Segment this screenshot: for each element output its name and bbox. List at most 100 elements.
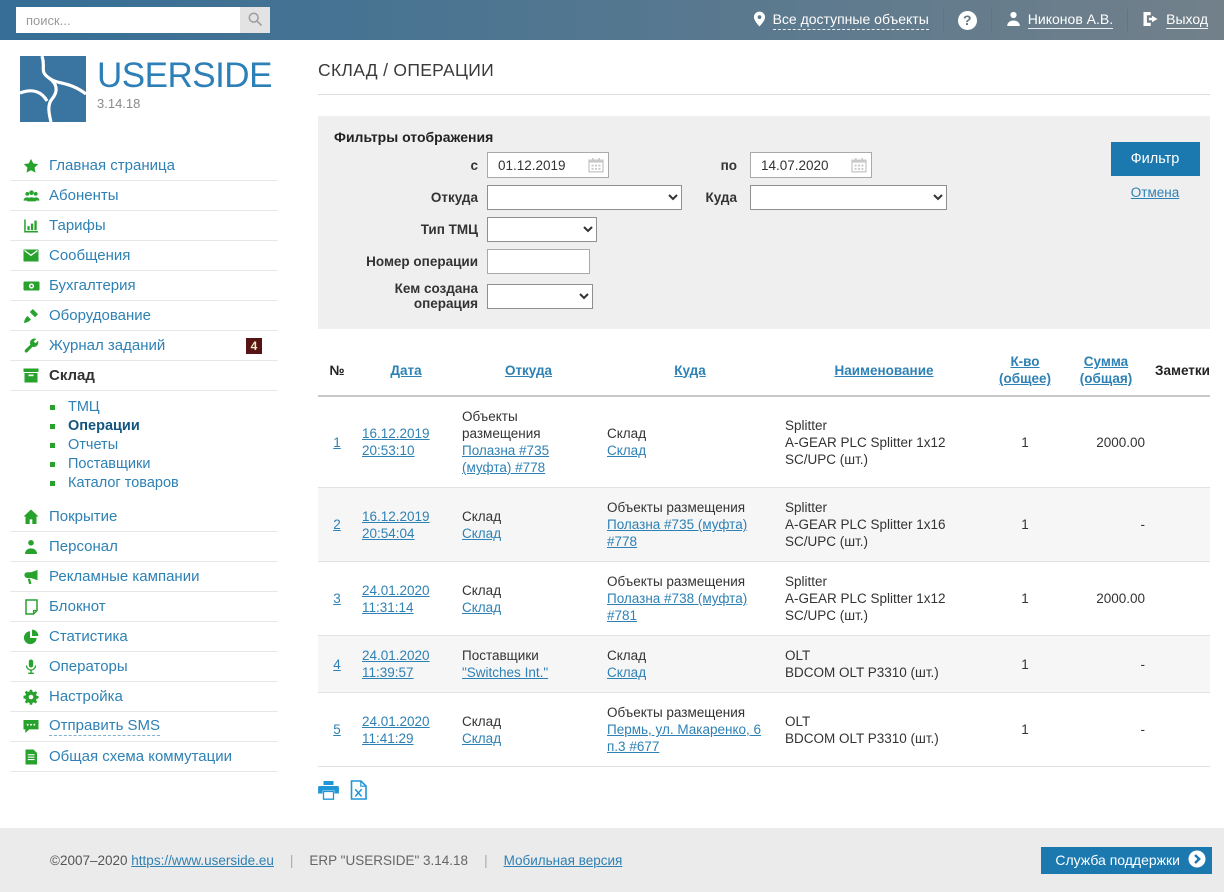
operation-number-link[interactable]: 1: [333, 434, 341, 450]
cell-to: Объекты размещения Полазна #735 (муфта) #…: [601, 487, 779, 562]
to-object-link[interactable]: Склад: [607, 443, 647, 458]
user-menu-link[interactable]: Никонов А.В.: [1006, 11, 1114, 30]
sidebar-item-tmc[interactable]: ТМЦ: [50, 398, 278, 417]
to-type-label: Склад: [607, 648, 647, 663]
filter-to-select[interactable]: [750, 185, 947, 210]
sidebar-item-equipment[interactable]: Оборудование: [10, 301, 278, 331]
excel-export-button[interactable]: [350, 780, 367, 803]
sort-from-link[interactable]: Откуда: [504, 362, 553, 378]
cell-name: OLT BDCOM OLT P3310 (шт.): [779, 635, 989, 693]
sidebar-item-messages[interactable]: Сообщения: [10, 241, 278, 271]
sidebar-item-ad-campaigns[interactable]: Рекламные кампании: [10, 562, 278, 592]
operations-table: № Дата Откуда Куда Наименование К-во (общ…: [318, 343, 1210, 767]
operation-date-link[interactable]: 16.12.2019 20:54:04: [362, 508, 430, 541]
operation-number-link[interactable]: 3: [333, 591, 341, 606]
cell-from: Склад Склад: [456, 487, 601, 562]
sort-date-link[interactable]: Дата: [390, 362, 422, 378]
from-object-link[interactable]: "Switches Int.": [462, 665, 549, 680]
mobile-version-link[interactable]: Мобильная версия: [503, 852, 623, 868]
sidebar-item-operations[interactable]: Операции: [50, 417, 278, 436]
cell-date: 16.12.2019 20:54:04: [356, 487, 456, 562]
sidebar-item-settings[interactable]: Настройка: [10, 682, 278, 712]
sidebar-item-subscribers[interactable]: Абоненты: [10, 181, 278, 211]
logout-link[interactable]: Выход: [1142, 11, 1208, 30]
all-objects-link[interactable]: Все доступные объекты: [753, 11, 929, 30]
footer: ©2007–2020 https://www.userside.eu | ERP…: [0, 828, 1224, 892]
sidebar-item-staff[interactable]: Персонал: [10, 532, 278, 562]
sort-to-link[interactable]: Куда: [674, 362, 706, 378]
help-button[interactable]: ?: [957, 10, 977, 30]
excel-icon: [350, 780, 367, 803]
submenu-item-label: Отчеты: [68, 437, 119, 453]
from-object-link[interactable]: Полазна #735 (муфта) #778: [462, 443, 550, 475]
operation-date-link[interactable]: 24.01.2020 11:41:29: [362, 713, 430, 746]
from-object-link[interactable]: Склад: [462, 730, 502, 746]
sidebar-item-suppliers[interactable]: Поставщики: [50, 455, 278, 474]
filter-creator-select[interactable]: [487, 283, 593, 309]
sidebar-item-operators[interactable]: Операторы: [10, 652, 278, 682]
operation-number-link[interactable]: 5: [333, 722, 341, 737]
sidebar-item-task-journal[interactable]: Журнал заданий 4: [10, 331, 278, 361]
col-header-to: Куда: [601, 343, 779, 397]
filter-tmc-type-select[interactable]: [487, 217, 597, 242]
to-object-link[interactable]: Полазна #735 (муфта) #778: [607, 517, 748, 549]
filter-from-select[interactable]: [487, 185, 682, 210]
cell-num: 4: [318, 635, 356, 693]
date-to-input[interactable]: [750, 152, 872, 178]
operation-date-link[interactable]: 16.12.2019 20:53:10: [362, 426, 430, 458]
sidebar-item-tariffs[interactable]: Тарифы: [10, 211, 278, 241]
filter-submit-button[interactable]: Фильтр: [1110, 142, 1200, 176]
from-type-label: Склад: [462, 508, 502, 524]
operation-number-input[interactable]: [487, 249, 590, 274]
logo[interactable]: USERSIDE 3.14.18: [0, 40, 288, 127]
site-link[interactable]: https://www.userside.eu: [131, 852, 274, 868]
all-objects-label: Все доступные объекты: [772, 11, 929, 30]
from-object-link[interactable]: Склад: [462, 525, 502, 541]
print-button[interactable]: [318, 780, 339, 803]
arrow-right-circle-icon: [1188, 850, 1206, 871]
search-input[interactable]: [16, 7, 240, 33]
user-name: Никонов А.В.: [1027, 11, 1114, 29]
main-content: СКЛАД / ОПЕРАЦИИ Фильтры отображения с п…: [318, 40, 1210, 803]
sidebar-item-catalog[interactable]: Каталог товаров: [50, 474, 278, 493]
from-object-link[interactable]: Склад: [462, 599, 502, 615]
sidebar-item-coverage[interactable]: Покрытие: [10, 502, 278, 532]
sidebar-item-reports[interactable]: Отчеты: [50, 436, 278, 455]
col-header-date: Дата: [356, 343, 456, 397]
date-from-input[interactable]: [487, 152, 609, 178]
sidebar-item-label: Журнал заданий: [49, 337, 166, 354]
sidebar-item-send-sms[interactable]: Отправить SMS: [10, 712, 278, 742]
filters-title: Фильтры отображения: [334, 129, 494, 145]
sort-sum-link[interactable]: Сумма (общая): [1079, 354, 1133, 386]
sidebar-item-main[interactable]: Главная страница: [10, 151, 278, 181]
to-object-link[interactable]: Полазна #738 (муфта) #781: [607, 591, 748, 623]
cell-num: 1: [318, 396, 356, 488]
sidebar-item-warehouse[interactable]: Склад: [10, 361, 278, 391]
sidebar-item-statistics[interactable]: Статистика: [10, 622, 278, 652]
cell-sum: 2000.00: [1061, 396, 1151, 488]
filters-panel: Фильтры отображения с по Откуда Куда Тип…: [318, 116, 1210, 329]
filter-cancel-link[interactable]: Отмена: [1130, 185, 1180, 200]
cell-to: Объекты размещения Пермь, ул. Макаренко, …: [601, 692, 779, 767]
sidebar-item-notebook[interactable]: Блокнот: [10, 592, 278, 622]
sort-qty-link[interactable]: К-во (общее): [999, 354, 1051, 386]
to-object-link[interactable]: Склад: [607, 665, 647, 680]
cell-notes: [1151, 396, 1210, 488]
export-toolbar: [318, 780, 1210, 803]
operation-date-link[interactable]: 24.01.2020 11:39:57: [362, 648, 430, 680]
warehouse-submenu: ТМЦ Операции Отчеты Поставщики Каталог т…: [10, 391, 278, 502]
operation-number-link[interactable]: 2: [333, 517, 341, 532]
operation-date-link[interactable]: 24.01.2020 11:31:14: [362, 582, 430, 615]
support-button[interactable]: Служба поддержки: [1041, 846, 1212, 874]
sidebar-item-accounting[interactable]: Бухгалтерия: [10, 271, 278, 301]
filter-row-dates: с по: [334, 152, 1194, 178]
sidebar-item-label: Бухгалтерия: [49, 277, 136, 294]
operation-number-link[interactable]: 4: [333, 656, 341, 672]
sort-name-link[interactable]: Наименование: [834, 362, 934, 378]
sidebar-item-switching-scheme[interactable]: Общая схема коммутации: [10, 742, 278, 772]
table-row: 3 24.01.2020 11:31:14 Склад Склад Объекты …: [318, 561, 1210, 636]
cell-to: Объекты размещения Полазна #738 (муфта) #…: [601, 561, 779, 636]
search-button[interactable]: [240, 7, 270, 33]
logout-icon: [1142, 11, 1159, 30]
to-object-link[interactable]: Пермь, ул. Макаренко, 6 п.3 #677: [607, 722, 762, 754]
